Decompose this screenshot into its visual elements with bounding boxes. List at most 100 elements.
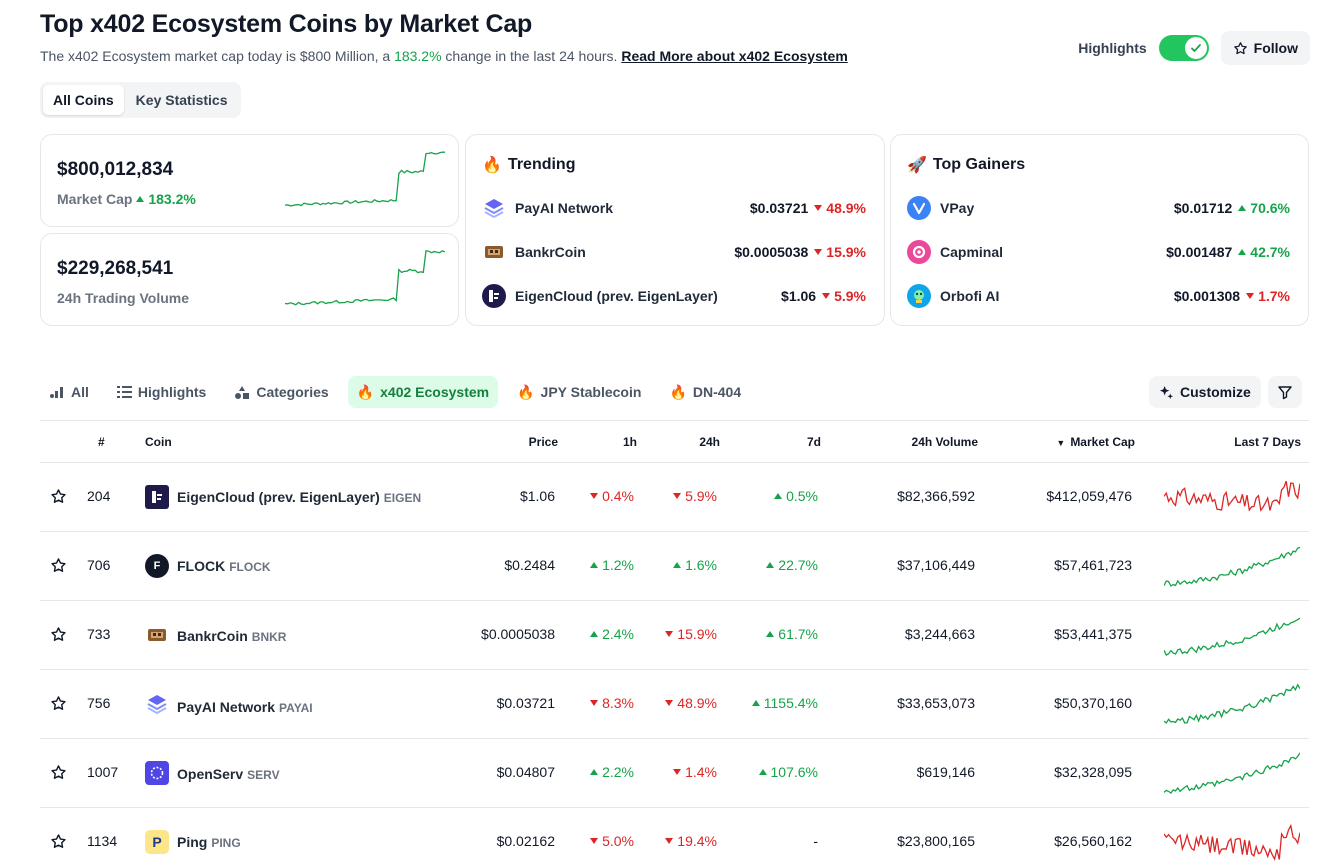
tab-jpy-label: JPY Stablecoin	[540, 384, 642, 400]
col-7d[interactable]: 7d	[806, 435, 821, 449]
coin-link[interactable]: BankrCoin BNKR	[145, 623, 286, 648]
table-row[interactable]: 1134 P Ping PING $0.02162 5.0% 19.4% - $23,800,1…	[40, 808, 1309, 866]
customize-button[interactable]: Customize	[1149, 376, 1261, 408]
trending-item-change: 48.9%	[814, 200, 866, 216]
triangle-up-icon	[1238, 249, 1247, 256]
tab-categories[interactable]: Categories	[225, 376, 337, 408]
triangle-down-icon	[814, 205, 823, 212]
category-tabs: All Highlights Categories 🔥 x402 Ecosyst…	[40, 376, 750, 408]
coin-market-cap: $26,560,162	[1054, 833, 1132, 849]
trending-title[interactable]: 🔥 Trending	[482, 155, 575, 175]
triangle-up-icon	[774, 493, 783, 500]
tab-jpy-stablecoin[interactable]: 🔥 JPY Stablecoin	[508, 376, 650, 408]
highlights-toggle[interactable]	[1158, 35, 1209, 61]
coin-sparkline	[1164, 617, 1300, 657]
coin-market-cap: $412,059,476	[1046, 488, 1132, 504]
gainer-item-name: VPay	[940, 200, 975, 216]
tab-x402-label: x402 Ecosystem	[380, 384, 490, 400]
coin-symbol: PING	[211, 836, 241, 850]
col-24h-volume[interactable]: 24h Volume	[911, 435, 978, 449]
subtitle-text-end: change in the last 24 hours.	[441, 48, 622, 64]
top-gainers-title[interactable]: 🚀 Top Gainers	[907, 155, 1025, 175]
gainer-item-price: $0.01712	[1173, 200, 1233, 216]
tab-highlights-label: Highlights	[137, 384, 207, 400]
table-row[interactable]: 1007 OpenServ SERV $0.04807 2.2% 1.4% 107.6% $6…	[40, 739, 1309, 808]
coin-price: $0.02162	[496, 833, 555, 849]
volume-card: $229,268,541 24h Trading Volume	[40, 233, 459, 326]
col-market-cap[interactable]: ▼ Market Cap	[1056, 435, 1135, 449]
col-24h[interactable]: 24h	[699, 435, 720, 449]
market-cap-sparkline	[285, 151, 445, 207]
trending-item-change: 5.9%	[822, 288, 866, 304]
trending-item[interactable]: BankrCoin $0.0005038 15.9%	[482, 240, 866, 264]
coin-sparkline	[1164, 823, 1300, 861]
gainer-item[interactable]: VPay $0.01712 70.6%	[907, 196, 1290, 220]
filter-button[interactable]	[1268, 376, 1302, 408]
triangle-down-icon	[590, 493, 599, 500]
triangle-up-icon	[590, 562, 599, 569]
coin-market-cap: $57,461,723	[1054, 557, 1132, 573]
triangle-down-icon	[665, 838, 674, 845]
bankr-logo-icon	[145, 623, 169, 648]
table-row[interactable]: 733 BankrCoin BNKR $0.0005038 2.4% 15.9% 61.7%…	[40, 601, 1309, 670]
trending-item[interactable]: EigenCloud (prev. EigenLayer) $1.06 5.9%	[482, 284, 866, 308]
col-coin[interactable]: Coin	[145, 435, 172, 449]
col-1h[interactable]: 1h	[622, 435, 637, 449]
coin-symbol: SERV	[247, 767, 280, 782]
sparkline-path	[1164, 546, 1300, 587]
volume-label: 24h Trading Volume	[57, 290, 189, 306]
table-row[interactable]: 756 PayAI Network PAYAI $0.03721 8.3% 48.9% 11…	[40, 670, 1309, 739]
market-cap-value: $800,012,834	[57, 159, 174, 180]
coin-name: EigenCloud (prev. EigenLayer) EIGEN	[177, 489, 422, 505]
coin-link[interactable]: OpenServ SERV	[145, 761, 280, 786]
star-icon[interactable]	[50, 833, 67, 855]
coin-change-7d: 1155.4%	[751, 695, 818, 711]
tab-all-coins[interactable]: All Coins	[43, 85, 124, 115]
coin-change-24h: 1.4%	[673, 764, 717, 780]
coin-link[interactable]: P Ping PING	[145, 830, 241, 854]
coin-sparkline	[1164, 480, 1300, 512]
follow-button[interactable]: Follow	[1220, 31, 1310, 65]
star-icon[interactable]	[50, 557, 67, 579]
coin-link[interactable]: PayAI Network PAYAI	[145, 692, 313, 721]
col-price[interactable]: Price	[528, 435, 558, 449]
market-cap-change: 183.2%	[148, 191, 196, 207]
gainer-item[interactable]: Orbofi AI $0.001308 1.7%	[907, 284, 1290, 308]
coin-rank: 204	[87, 488, 111, 504]
table-row[interactable]: 706 F FLOCK FLOCK $0.2484 1.2% 1.6% 22.7% $37,10…	[40, 532, 1309, 601]
triangle-up-icon	[766, 562, 775, 569]
read-more-link[interactable]: Read More about x402 Ecosystem	[621, 48, 848, 64]
gainer-item-name: Orbofi AI	[940, 288, 1000, 304]
check-icon	[1184, 37, 1207, 59]
star-icon[interactable]	[50, 695, 67, 717]
ping-logo-icon: P	[145, 830, 169, 854]
coin-name: FLOCK FLOCK	[177, 558, 271, 574]
gainer-item-price: $0.001308	[1173, 288, 1241, 304]
gainer-item[interactable]: Capminal $0.001487 42.7%	[907, 240, 1290, 264]
trending-item[interactable]: PayAI Network $0.03721 48.9%	[482, 196, 866, 220]
tab-x402-ecosystem[interactable]: 🔥 x402 Ecosystem	[347, 376, 499, 408]
tab-key-statistics[interactable]: Key Statistics	[135, 92, 228, 108]
col-rank[interactable]: #	[98, 435, 105, 449]
star-icon[interactable]	[50, 488, 67, 510]
tab-highlights[interactable]: Highlights	[108, 376, 215, 408]
star-icon[interactable]	[50, 764, 67, 786]
coin-sparkline	[1164, 546, 1300, 587]
payai-logo-icon	[145, 692, 169, 721]
tab-dn-404[interactable]: 🔥 DN-404	[660, 376, 750, 408]
triangle-down-icon	[673, 769, 682, 776]
coin-link[interactable]: EigenCloud (prev. EigenLayer) EIGEN	[145, 485, 421, 509]
trending-card: 🔥 Trending PayAI Network $0.03721 48.9% B…	[465, 134, 885, 326]
tab-categories-label: Categories	[256, 384, 329, 400]
star-icon[interactable]	[50, 626, 67, 648]
chart-bars-icon	[50, 387, 63, 398]
coin-rank: 756	[87, 695, 111, 711]
triangle-down-icon	[1246, 293, 1255, 300]
fire-icon: 🔥	[669, 383, 687, 400]
coin-link[interactable]: F FLOCK FLOCK	[145, 554, 271, 578]
table-row[interactable]: 204 EigenCloud (prev. EigenLayer) EIGEN $1.…	[40, 463, 1309, 532]
tab-all[interactable]: All	[40, 376, 98, 408]
eigen-logo-icon	[145, 485, 169, 509]
sparkline-path	[1164, 480, 1300, 512]
coin-change-7d: 61.7%	[766, 626, 818, 642]
